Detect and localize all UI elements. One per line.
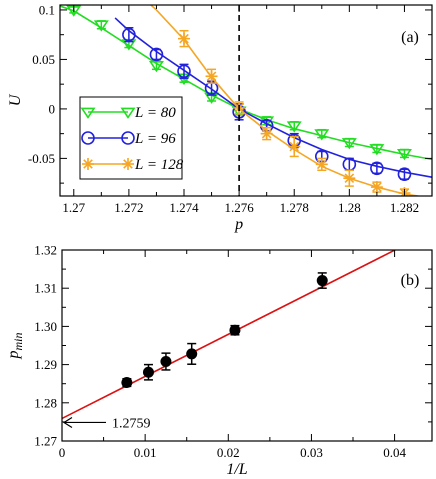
y-tick-label: 1.27 <box>34 434 57 449</box>
panel-b-y-label-sub: min <box>11 333 25 351</box>
x-tick-label: 0.04 <box>383 445 406 460</box>
y-tick-label: 0.05 <box>32 52 55 67</box>
x-tick-label: 0.03 <box>300 445 323 460</box>
y-tick-label: 1.32 <box>34 243 57 258</box>
data-point <box>160 356 172 368</box>
series-3 <box>150 5 419 196</box>
legend-item: L = 96 <box>81 131 176 147</box>
data-point <box>314 129 330 141</box>
x-tick-label: 1.28 <box>338 200 361 215</box>
arrowhead-icon <box>62 416 73 428</box>
data-point <box>370 181 383 194</box>
data-point <box>121 377 133 389</box>
intercept-label: 1.2759 <box>112 416 151 431</box>
x-tick-label: 0.02 <box>217 445 240 460</box>
y-tick-label: 0.1 <box>39 2 55 17</box>
panel-a-y-label: U <box>7 93 24 106</box>
panel-b-y-label: pmin <box>5 333 25 360</box>
data-point <box>286 121 302 133</box>
legend-item: L = 80 <box>80 105 176 121</box>
x-tick-label: 1.272 <box>114 200 143 215</box>
data-point <box>229 324 241 336</box>
data-point <box>397 167 412 182</box>
y-tick-label: 1.30 <box>34 319 57 334</box>
panel-a-label: (a) <box>401 29 419 46</box>
error-bar <box>179 63 189 79</box>
panel-a-x-ticks: 1.27 1.272 1.274 1.276 1.278 1.28 1.282 <box>62 5 419 215</box>
data-point <box>396 149 412 161</box>
panel-b-y-ticks: 1.27 1.28 1.29 1.30 1.31 1.32 <box>34 243 432 449</box>
data-point <box>260 127 273 140</box>
panel-a: 1.27 1.272 1.274 1.276 1.278 1.28 1.282 0.1 0.0… <box>7 2 433 233</box>
data-point <box>205 70 218 83</box>
legend-marker <box>122 158 134 170</box>
panel-b-x-label: 1/L <box>226 461 247 478</box>
intercept-annotation: 1.2759 <box>62 416 151 431</box>
panel-b-frame <box>61 249 433 442</box>
data-point <box>369 144 385 156</box>
data-point <box>148 60 164 73</box>
y-tick-label: 1.29 <box>34 357 57 372</box>
error-bar <box>124 27 134 43</box>
series-line <box>150 5 419 196</box>
x-tick-label: 1.278 <box>280 200 309 215</box>
data-point <box>288 140 301 153</box>
data-point <box>186 348 198 360</box>
data-point <box>178 32 190 45</box>
legend-marker <box>121 131 135 145</box>
y-tick-label: 1.31 <box>34 281 57 296</box>
data-point <box>316 275 328 287</box>
data-point <box>315 158 328 171</box>
panel-a-frame <box>59 4 433 197</box>
data-point <box>142 366 154 378</box>
fit-line <box>62 250 397 420</box>
legend-marker <box>80 107 96 119</box>
data-point <box>149 47 164 62</box>
x-tick-label: 1.274 <box>169 200 199 215</box>
x-tick-label: 1.27 <box>62 200 85 215</box>
x-tick-label: 1.282 <box>390 200 419 215</box>
legend-item: L = 128 <box>82 157 184 173</box>
y-tick-label: 1.28 <box>34 395 57 410</box>
data-point <box>370 161 384 176</box>
x-tick-label: 0 <box>59 445 66 460</box>
panel-a-x-label: p <box>234 216 243 233</box>
panel-a-y-ticks: 0.1 0.05 0 -0.05 <box>28 2 432 184</box>
x-tick-label: 0.01 <box>134 445 157 460</box>
legend-label: L = 96 <box>134 131 176 147</box>
legend: L = 80 L = 96 L = 128 <box>79 96 184 180</box>
legend-marker <box>81 131 95 145</box>
legend-label: L = 80 <box>134 105 176 121</box>
data-point <box>122 27 136 42</box>
legend-marker <box>82 158 94 170</box>
panel-b-points <box>121 272 328 389</box>
panel-b: 0 0.01 0.02 0.03 0.04 1.271.281.291.301.311.… <box>5 243 433 478</box>
data-point <box>343 172 356 185</box>
x-tick-label: 1.276 <box>224 200 254 215</box>
data-point <box>341 138 357 150</box>
panel-b-y-label-main: p <box>5 351 22 360</box>
y-tick-label: -0.05 <box>28 151 55 166</box>
panel-b-x-ticks: 0 0.01 0.02 0.03 0.04 <box>59 250 406 460</box>
data-point <box>93 20 109 32</box>
panel-b-label: (b) <box>401 272 420 289</box>
y-tick-label: 0 <box>49 101 56 116</box>
legend-marker <box>120 107 136 119</box>
data-point <box>177 64 191 79</box>
legend-label: L = 128 <box>134 157 184 173</box>
